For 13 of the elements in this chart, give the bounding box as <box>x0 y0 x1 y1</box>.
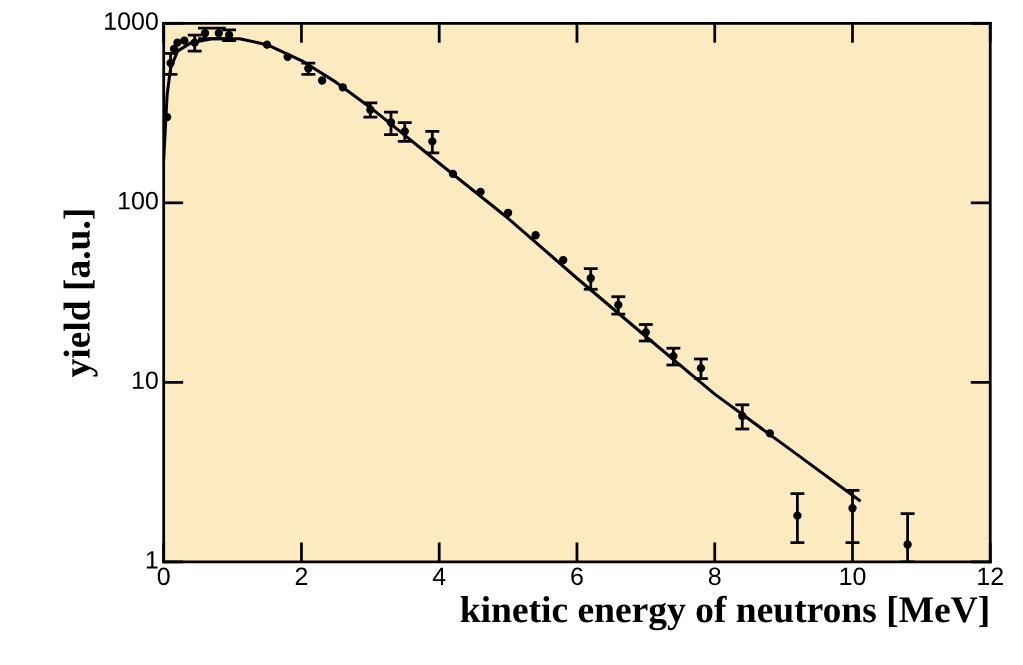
y-tick-label: 100 <box>119 191 158 210</box>
y-tick-label: 1 <box>146 551 158 569</box>
x-tick-label: 8 <box>708 567 721 586</box>
y-tick-label: 1000 <box>105 12 158 30</box>
y-axis-title: yield [a.u.] <box>63 210 98 378</box>
y-tick-label: 10 <box>132 371 158 390</box>
x-tick-label: 6 <box>571 567 583 586</box>
x-tick-label: 2 <box>295 567 308 585</box>
x-tick-label: 4 <box>432 567 446 585</box>
x-tick-label: 0 <box>157 567 170 586</box>
x-axis-title: kinetic energy of neutrons [MeV] <box>460 595 988 631</box>
x-tick-label: 10 <box>840 567 866 586</box>
x-tick-label: 12 <box>978 567 1003 585</box>
